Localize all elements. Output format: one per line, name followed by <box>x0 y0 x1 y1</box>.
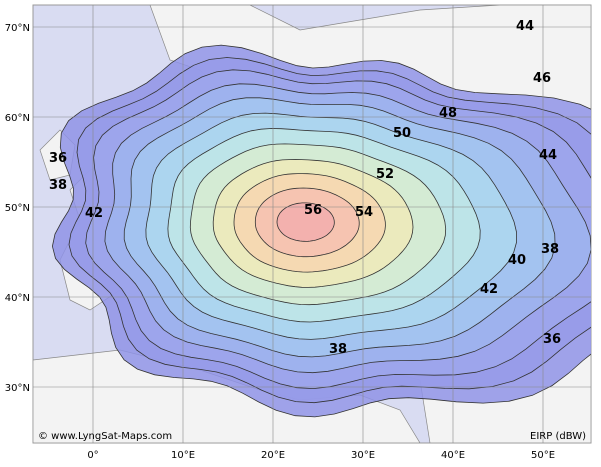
lon-label: 10°E <box>171 450 195 461</box>
lat-label: 60°N <box>5 113 30 124</box>
contour-label: 52 <box>376 167 394 182</box>
contour-label: 38 <box>329 342 347 357</box>
contour-label: 36 <box>543 332 561 347</box>
graticule <box>33 5 591 443</box>
contour-label: 44 <box>516 19 534 34</box>
contour <box>276 202 335 242</box>
lat-label: 70°N <box>5 23 30 34</box>
contour-label: 50 <box>393 126 411 141</box>
lon-label: 30°E <box>351 450 375 461</box>
contours <box>51 44 591 418</box>
lat-label: 50°N <box>5 203 30 214</box>
contour-label: 38 <box>541 242 559 257</box>
lon-label: 50°E <box>531 450 555 461</box>
credit: © www.LyngSat-Maps.com <box>38 431 172 442</box>
contour-label: 38 <box>49 178 67 193</box>
contour-label: 44 <box>539 148 557 163</box>
lat-label: 40°N <box>5 293 30 304</box>
lon-label: 20°E <box>261 450 285 461</box>
contour-label: 42 <box>85 206 103 221</box>
unit-label: EIRP (dBW) <box>530 431 586 442</box>
lon-label: 40°E <box>441 450 465 461</box>
contour-label: 36 <box>49 151 67 166</box>
contour-label: 40 <box>508 253 526 268</box>
map-body <box>33 5 591 443</box>
contour-label: 42 <box>480 282 498 297</box>
lat-label: 30°N <box>5 383 30 394</box>
contour-label: 48 <box>439 106 457 121</box>
contour-label: 56 <box>304 203 322 218</box>
contour-label: 54 <box>355 205 373 220</box>
lon-label: 0° <box>87 450 98 461</box>
contour-label: 46 <box>533 71 551 86</box>
